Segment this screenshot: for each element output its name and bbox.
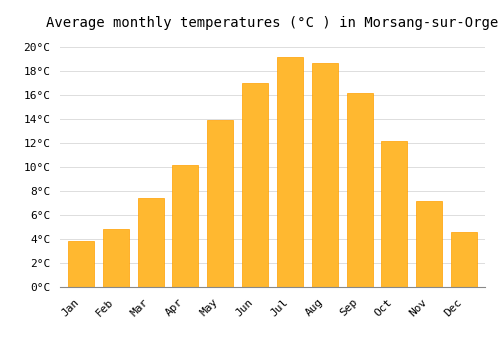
Bar: [207, 120, 234, 287]
Bar: [382, 141, 407, 287]
Bar: [172, 164, 199, 287]
Title: Average monthly temperatures (°C ) in Morsang-sur-Orge: Average monthly temperatures (°C ) in Mo…: [46, 16, 498, 30]
Bar: [416, 201, 442, 287]
Bar: [346, 93, 372, 287]
Bar: [451, 232, 477, 287]
Bar: [102, 229, 129, 287]
Bar: [312, 63, 338, 287]
Bar: [68, 241, 94, 287]
Bar: [138, 198, 164, 287]
Bar: [242, 83, 268, 287]
Bar: [277, 57, 303, 287]
